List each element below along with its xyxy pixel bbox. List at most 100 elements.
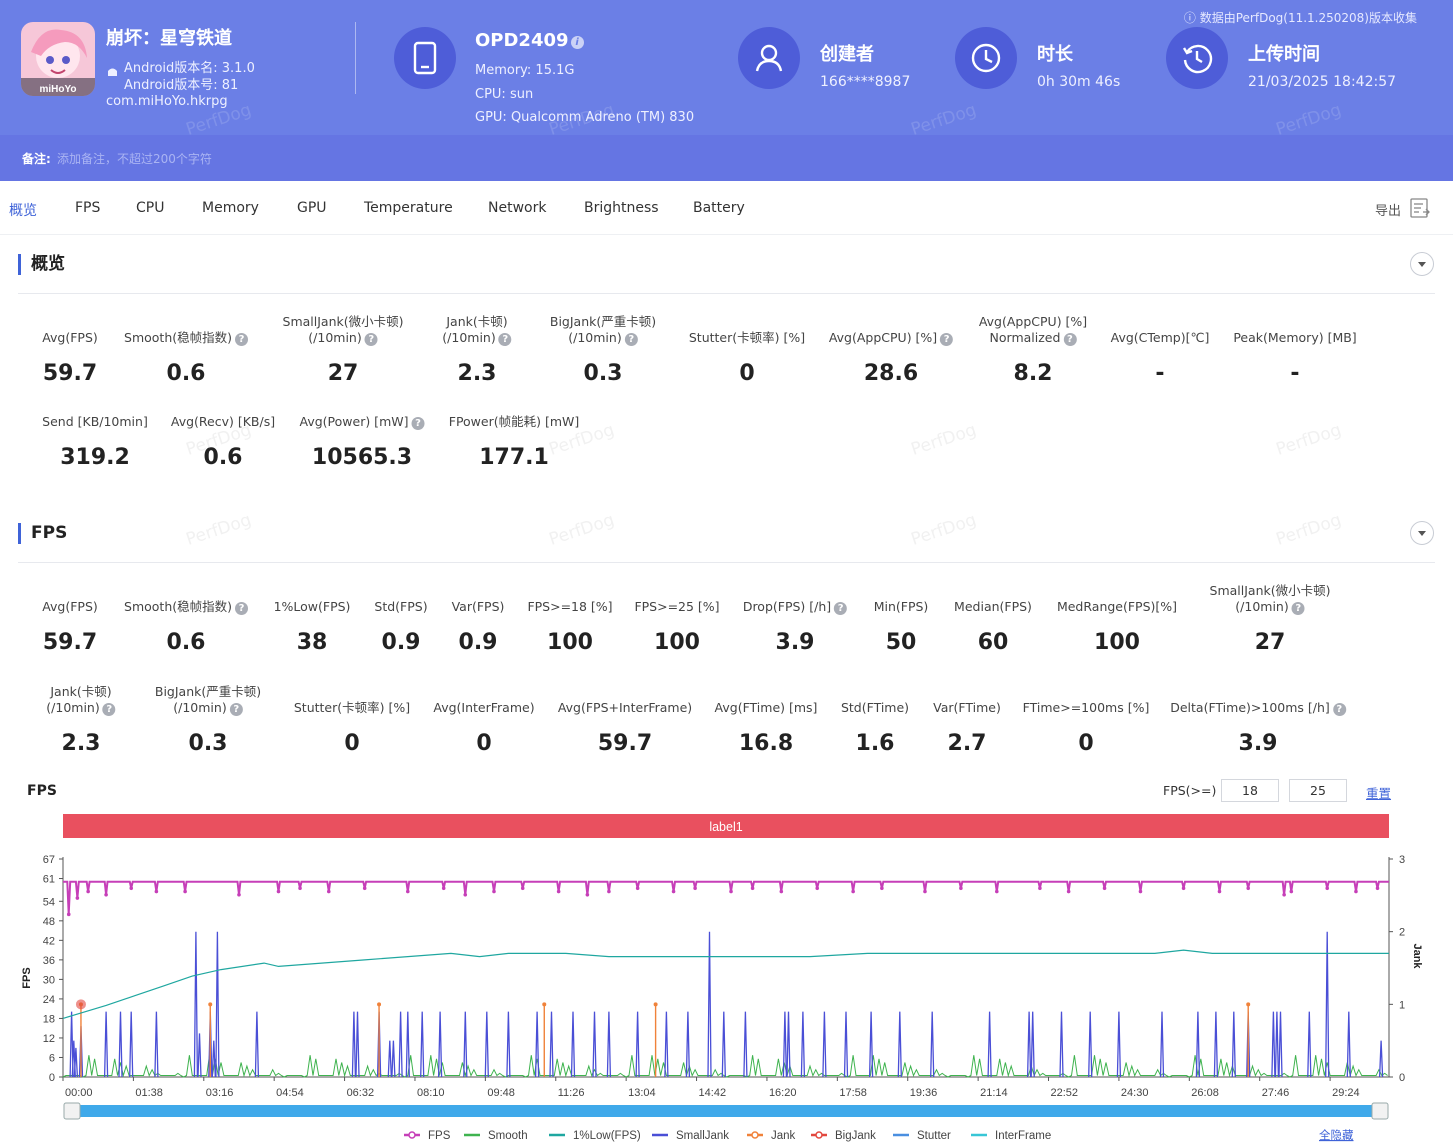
smalljank-spike: [484, 1011, 489, 1078]
legend-marker: [408, 1131, 416, 1139]
tab-memory[interactable]: Memory: [202, 200, 259, 216]
overview-metric-label: Avg(Recv) [KB/s]: [171, 414, 275, 430]
fps-metric-value: 100: [654, 630, 700, 655]
legend-marker: [815, 1131, 823, 1139]
overview-metric-label: BigJank(严重卡顿) (/10min)?: [550, 314, 656, 346]
help-icon[interactable]: ?: [234, 602, 248, 615]
legend-item[interactable]: BigJank: [811, 1130, 876, 1142]
help-icon[interactable]: ?: [102, 703, 116, 716]
metric-label-line: Send [KB/10min]: [42, 414, 148, 429]
export-icon[interactable]: [1409, 197, 1431, 219]
fps-dip-point: [1246, 886, 1251, 891]
fps-dip-point: [86, 889, 90, 894]
report-header: PerfDog PerfDog PerfDog PerfDog miHoYo 崩…: [0, 0, 1453, 181]
fps-dip-point: [1138, 889, 1143, 894]
legend-marker: [751, 1131, 759, 1139]
tab-network[interactable]: Network: [488, 200, 547, 216]
range-slider-handle-right[interactable]: [1371, 1102, 1389, 1120]
smalljank-spike: [1213, 1011, 1219, 1078]
range-slider-track: [69, 1105, 1381, 1117]
tab-overview[interactable]: 概览: [9, 203, 37, 219]
legend-label: Stutter: [917, 1130, 951, 1142]
help-icon[interactable]: ?: [364, 333, 378, 346]
tab-fps[interactable]: FPS: [75, 200, 101, 216]
fps-chart[interactable]: label106121824303642485461670123FPSJank0…: [0, 810, 1453, 1145]
metric-label-line: Avg(AppCPU) [%]?: [829, 330, 954, 346]
overview-metric-value: 2.3: [457, 361, 497, 386]
metric-label-line: 1%Low(FPS): [273, 599, 351, 614]
x-tick-label: 24:30: [1121, 1087, 1149, 1099]
legend-item[interactable]: 1%Low(FPS): [549, 1130, 641, 1142]
user-icon: [738, 27, 800, 89]
tab-brightness[interactable]: Brightness: [584, 200, 659, 216]
help-icon[interactable]: ?: [498, 333, 512, 346]
tab-gpu[interactable]: GPU: [297, 200, 327, 216]
x-tick-label: 22:52: [1051, 1087, 1079, 1099]
smalljank-spike: [721, 1011, 726, 1078]
app-icon: miHoYo: [21, 22, 95, 96]
overview-metric-value: -: [1290, 361, 1300, 386]
metric-label-line: Var(FTime): [933, 700, 1001, 715]
metric-label-line: Avg(Recv) [KB/s]: [170, 414, 276, 429]
help-icon[interactable]: ?: [229, 703, 243, 716]
legend-item[interactable]: Jank: [747, 1130, 796, 1142]
legend-item[interactable]: SmallJank: [652, 1130, 729, 1142]
help-icon[interactable]: ?: [624, 333, 638, 346]
help-icon[interactable]: ?: [1332, 703, 1346, 716]
legend-item[interactable]: Smooth: [464, 1130, 528, 1142]
metric-label-line: Stutter(卡顿率) [%]: [293, 700, 411, 715]
y-axis-label-right: Jank: [1411, 943, 1423, 969]
help-icon[interactable]: ?: [411, 417, 425, 430]
help-icon[interactable]: ?: [940, 333, 954, 346]
overview-collapse-button[interactable]: [1410, 252, 1434, 276]
fps-dip-point: [556, 889, 561, 894]
tab-battery[interactable]: Battery: [693, 200, 745, 216]
fps-dip-point: [1181, 886, 1186, 891]
legend-label: 1%Low(FPS): [573, 1130, 641, 1142]
legend-item[interactable]: FPS: [404, 1130, 451, 1142]
fps-dip-point: [923, 889, 927, 894]
fps-metric-value: 3.9: [775, 630, 815, 655]
remark-bar: [0, 135, 1453, 181]
tab-temperature[interactable]: Temperature: [364, 200, 453, 216]
fps-metric-label: FPS>=25 [%]: [634, 599, 719, 615]
header-divider: [355, 22, 356, 94]
tab-cpu[interactable]: CPU: [136, 200, 165, 216]
legend-item[interactable]: InterFrame: [971, 1130, 1051, 1142]
fps-metric-value: 100: [547, 630, 593, 655]
legend-item[interactable]: Stutter: [893, 1130, 951, 1142]
y-tick-label-left: 67: [43, 854, 55, 866]
label-bar: [63, 814, 1389, 838]
smalljank-spike: [1231, 1011, 1236, 1078]
fps-collapse-button[interactable]: [1410, 521, 1434, 545]
help-icon[interactable]: ?: [234, 333, 248, 346]
legend-label: InterFrame: [995, 1130, 1051, 1142]
fps-metric-label: Smooth(稳帧指数)?: [124, 599, 248, 615]
help-icon[interactable]: ?: [1291, 602, 1305, 615]
android-version-code: Android版本号: 81: [124, 78, 239, 93]
creator-value: 166****8987: [820, 74, 911, 90]
reset-button[interactable]: 重置: [1366, 786, 1392, 801]
jank-point: [542, 1002, 547, 1007]
overview-metric-label: Avg(Power) [mW]?: [300, 414, 425, 430]
help-icon[interactable]: ?: [834, 602, 848, 615]
x-tick-label: 27:46: [1262, 1087, 1290, 1099]
hide-all-button[interactable]: 全隐藏: [1319, 1128, 1354, 1142]
range-slider-handle-left[interactable]: [63, 1102, 81, 1120]
remark-input[interactable]: 添加备注，不超过200个字符: [57, 152, 212, 166]
fps-dip-point: [104, 892, 108, 897]
app-name: 崩坏：星穹铁道: [106, 28, 232, 49]
fps-metric-label: BigJank(严重卡顿) (/10min)?: [155, 684, 261, 716]
fps-threshold-1-input[interactable]: 18: [1221, 779, 1279, 802]
smalljank-spike: [592, 1011, 597, 1078]
export-button[interactable]: 导出: [1374, 204, 1401, 219]
fps-threshold-2-input[interactable]: 25: [1289, 779, 1347, 802]
info-icon[interactable]: i: [570, 36, 584, 49]
metric-label-line: Peak(Memory) [MB]: [1233, 330, 1357, 345]
fps-metric-value: 0.6: [166, 630, 206, 655]
jank-point: [377, 1002, 382, 1007]
overview-metric-label: Jank(卡顿) (/10min)?: [442, 314, 512, 346]
help-icon[interactable]: ?: [1063, 333, 1077, 346]
metric-label-line: Min(FPS): [873, 599, 929, 614]
smalljank-spike: [1274, 1011, 1280, 1078]
